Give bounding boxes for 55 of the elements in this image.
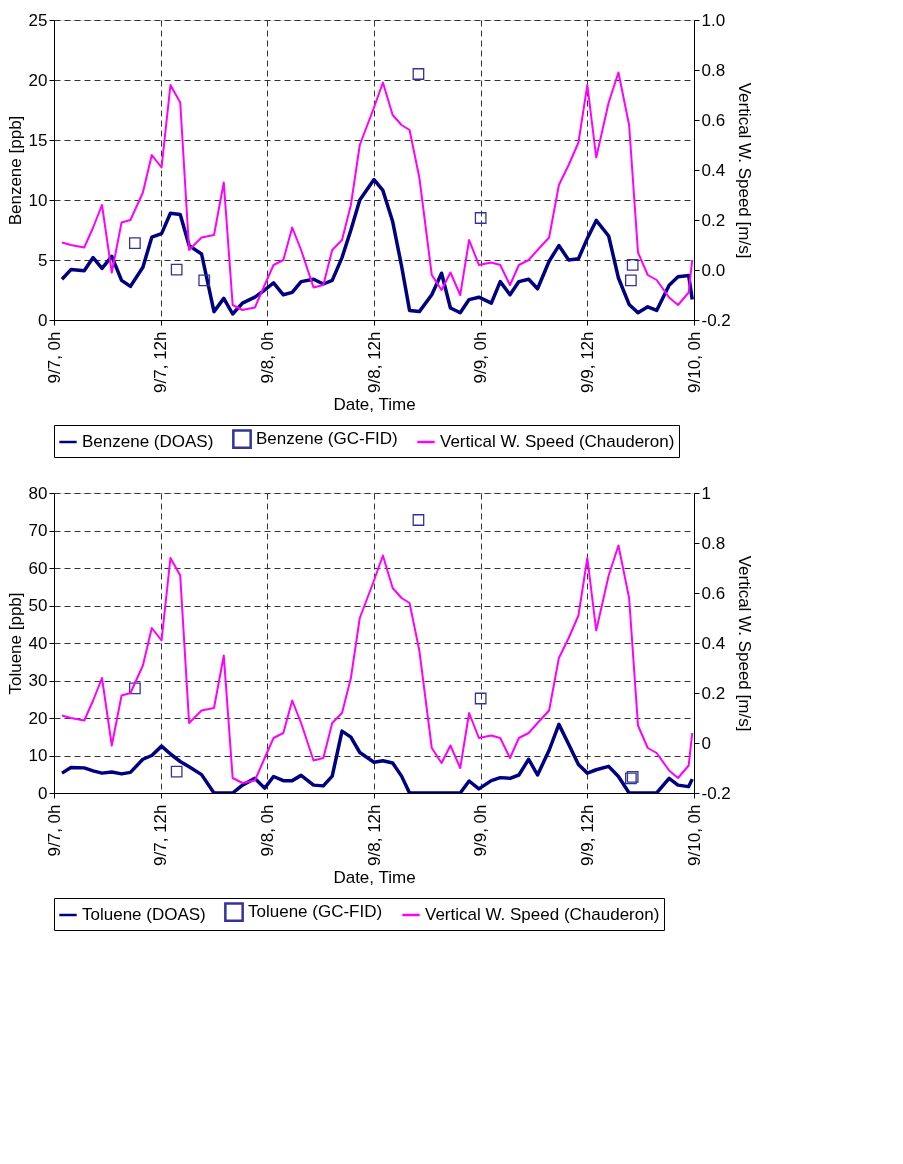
y2-tick-label: 0.0 [701,260,726,280]
y-tick-label: 5 [38,250,48,270]
x-tick-label: 9/9, 12h [577,331,597,393]
y2-tick-label: 0.4 [701,633,726,653]
y-tick-label: 70 [28,521,48,540]
x-axis-title: Date, Time [333,867,416,887]
y2-tick-label: 0.2 [701,683,726,703]
x-tick-label: 9/8, 12h [364,804,384,866]
y2-tick-label: 0.6 [701,583,726,603]
y2-tick-label: 0.2 [701,210,726,230]
y2-axis-title: Vertical W. Speed [m/s] [734,82,754,259]
x-tick-label: 9/9, 12h [577,804,597,866]
x-tick-label: 9/8, 0h [257,804,277,857]
y2-axis-title: Vertical W. Speed [m/s] [734,555,754,732]
legend-label: Vertical W. Speed (Chauderon) [425,905,660,924]
y-tick-label: 10 [28,190,48,210]
x-axis-title: Date, Time [333,394,416,414]
y2-tick-label: 0 [701,733,711,753]
x-tick-label: 9/9, 0h [471,804,491,857]
y-tick-label: 20 [28,708,48,728]
y-tick-label: 40 [28,633,48,653]
x-tick-label: 9/7, 12h [151,804,171,866]
legend-label: Benzene (DOAS) [82,432,214,451]
y-tick-label: 30 [28,671,48,690]
y2-tick-label: 0.6 [701,110,726,130]
y2-tick-label: 0.8 [701,60,726,80]
y2-tick-label: 0.8 [701,533,726,553]
y-axis-title: Toluene [ppb] [5,592,25,695]
y2-tick-label: -0.2 [701,310,731,330]
legend-label: Toluene (DOAS) [82,905,206,924]
legend-label: Toluene (GC-FID) [248,902,383,922]
y2-tick-label: -0.2 [701,783,731,803]
x-tick-label: 9/10, 0h [684,331,704,393]
y-tick-label: 25 [28,10,48,30]
y-tick-label: 20 [28,70,48,90]
x-tick-label: 9/8, 0h [257,331,277,384]
y-axis-title: Benzene [ppb] [5,115,25,226]
x-tick-label: 9/10, 0h [684,804,704,866]
x-tick-label: 9/7, 0h [44,804,64,857]
y-tick-label: 60 [28,558,48,578]
x-tick-label: 9/8, 12h [364,331,384,393]
y-tick-label: 0 [38,783,48,803]
y2-tick-label: 1 [701,483,711,503]
y2-tick-label: 0.4 [701,160,726,180]
x-tick-label: 9/7, 12h [151,331,171,393]
x-tick-label: 9/9, 0h [471,331,491,384]
y-tick-label: 0 [38,310,48,330]
x-tick-label: 9/7, 0h [44,331,64,384]
y-tick-label: 50 [28,596,48,615]
y-tick-label: 15 [28,130,48,150]
legend-label: Benzene (GC-FID) [256,429,398,449]
y-tick-label: 80 [28,483,48,503]
y2-tick-label: 1.0 [701,10,726,30]
legend-label: Vertical W. Speed (Chauderon) [440,432,675,451]
y-tick-label: 10 [28,746,48,765]
